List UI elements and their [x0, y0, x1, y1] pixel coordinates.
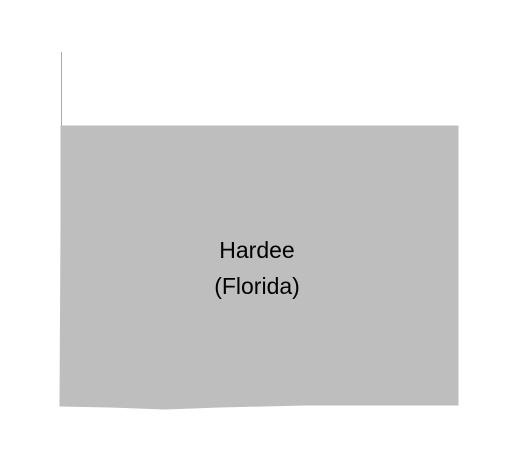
county-name-label: Hardee — [219, 237, 294, 263]
county-state-label: (Florida) — [214, 273, 300, 299]
county-shape-hardee[interactable] — [59, 125, 459, 410]
